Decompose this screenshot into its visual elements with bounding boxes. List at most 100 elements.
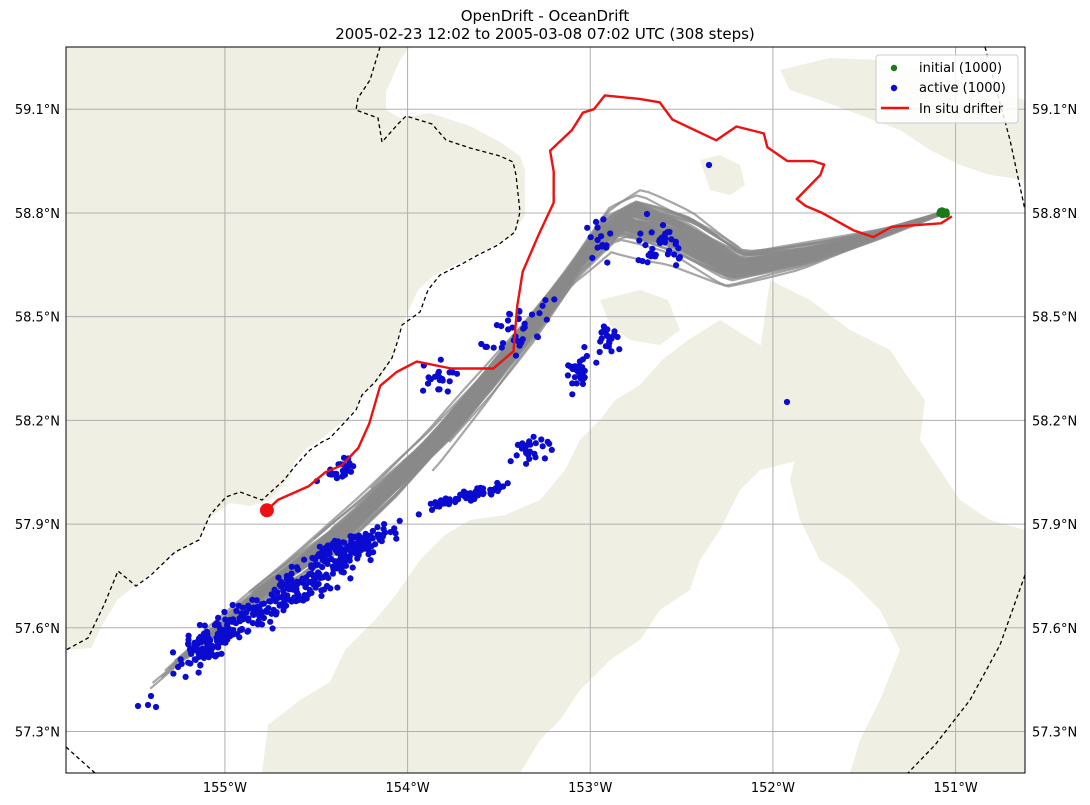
active-particle xyxy=(355,532,362,539)
active-particle xyxy=(571,374,579,381)
legend-initial-label: initial (1000) xyxy=(919,61,1002,76)
active-particle xyxy=(396,517,403,525)
lon-tick-label: 151°W xyxy=(934,781,978,796)
lat-tick-label-left: 58.5°N xyxy=(15,311,60,326)
active-particle xyxy=(339,467,346,474)
active-particle xyxy=(659,222,667,229)
active-particle xyxy=(494,479,501,487)
active-particle xyxy=(197,662,204,669)
particle-trajectory xyxy=(370,189,944,490)
active-particle xyxy=(312,584,319,591)
active-particle xyxy=(339,473,346,480)
active-particle xyxy=(527,441,534,448)
active-particle xyxy=(428,506,436,513)
active-particle xyxy=(604,332,611,340)
active-particle xyxy=(518,339,525,346)
active-particle xyxy=(664,229,671,236)
lat-tick-label-left: 57.9°N xyxy=(15,518,60,533)
active-particle xyxy=(192,646,199,654)
active-particle xyxy=(541,455,549,462)
active-particle xyxy=(598,233,605,240)
active-particle xyxy=(675,245,682,252)
active-particle xyxy=(507,458,514,465)
active-particle xyxy=(338,564,345,571)
figure-title: OpenDrift - OceanDrift xyxy=(461,7,630,25)
active-particle xyxy=(581,344,588,351)
active-particle xyxy=(594,224,601,231)
active-particle xyxy=(365,551,372,558)
active-particle xyxy=(280,592,287,599)
active-particle xyxy=(185,640,192,647)
lat-tick-label-left: 59.1°N xyxy=(15,103,60,118)
active-particle xyxy=(271,586,278,593)
active-particle xyxy=(435,368,442,375)
land-kodiak-island xyxy=(262,320,815,773)
active-particle xyxy=(542,297,549,304)
active-particle xyxy=(245,627,252,635)
active-particle xyxy=(215,621,222,628)
active-particle xyxy=(269,625,276,632)
active-particle xyxy=(611,328,618,335)
active-particle xyxy=(361,533,368,541)
land-eastern-shelf xyxy=(760,280,1025,773)
active-particle xyxy=(539,302,546,309)
active-particle xyxy=(439,377,446,384)
active-particle xyxy=(221,608,228,616)
active-particle xyxy=(152,703,160,711)
active-particle xyxy=(521,324,528,331)
active-particle xyxy=(589,254,596,262)
lat-tick-label-right: 58.2°N xyxy=(1032,414,1077,429)
active-particle xyxy=(436,386,443,393)
active-particle xyxy=(518,445,526,452)
active-particle xyxy=(238,626,245,633)
lat-tick-label-left: 58.2°N xyxy=(15,414,60,429)
active-particle xyxy=(593,359,600,366)
active-particle xyxy=(513,452,520,459)
active-particle xyxy=(323,582,331,590)
land-afognak-shoal xyxy=(600,290,680,345)
active-particle xyxy=(643,210,651,218)
active-particle xyxy=(530,433,537,440)
active-particle xyxy=(490,344,497,351)
initial-particle xyxy=(938,210,946,217)
active-particle xyxy=(504,317,512,324)
active-particle xyxy=(538,436,545,443)
active-particle xyxy=(532,440,539,447)
active-particle xyxy=(249,596,256,603)
active-particle xyxy=(436,503,443,510)
active-particle xyxy=(300,577,307,585)
lat-tick-label-left: 58.8°N xyxy=(15,207,60,222)
active-particle xyxy=(544,438,551,445)
active-particle xyxy=(483,343,490,350)
active-particle xyxy=(240,611,248,618)
active-particle xyxy=(340,569,347,576)
active-particle xyxy=(294,566,301,573)
active-particle xyxy=(648,229,655,236)
active-particle xyxy=(651,252,658,259)
active-particle xyxy=(258,601,265,608)
active-particle xyxy=(635,257,642,264)
active-particle xyxy=(273,609,280,616)
active-particle xyxy=(387,529,394,536)
figure-subtitle: 2005-02-23 12:02 to 2005-03-08 07:02 UTC… xyxy=(335,25,755,43)
active-particle xyxy=(240,616,247,623)
territory-border-west xyxy=(66,47,521,651)
lat-tick-label-right: 58.5°N xyxy=(1032,311,1077,326)
active-particle xyxy=(267,618,274,625)
active-particle xyxy=(260,614,267,622)
lat-tick-label-right: 58.8°N xyxy=(1032,207,1077,222)
active-particle xyxy=(182,673,189,681)
active-particle xyxy=(567,363,574,370)
active-particles xyxy=(134,161,791,711)
legend-initial-marker xyxy=(890,64,898,72)
legend-active-marker xyxy=(890,84,898,92)
active-particle xyxy=(673,262,680,269)
active-particle xyxy=(380,526,387,533)
particle-trajectory xyxy=(200,194,944,634)
active-particle xyxy=(675,255,683,262)
active-particle xyxy=(253,597,260,604)
active-particle xyxy=(310,573,317,580)
active-particle xyxy=(288,563,295,570)
active-particle xyxy=(606,338,613,345)
